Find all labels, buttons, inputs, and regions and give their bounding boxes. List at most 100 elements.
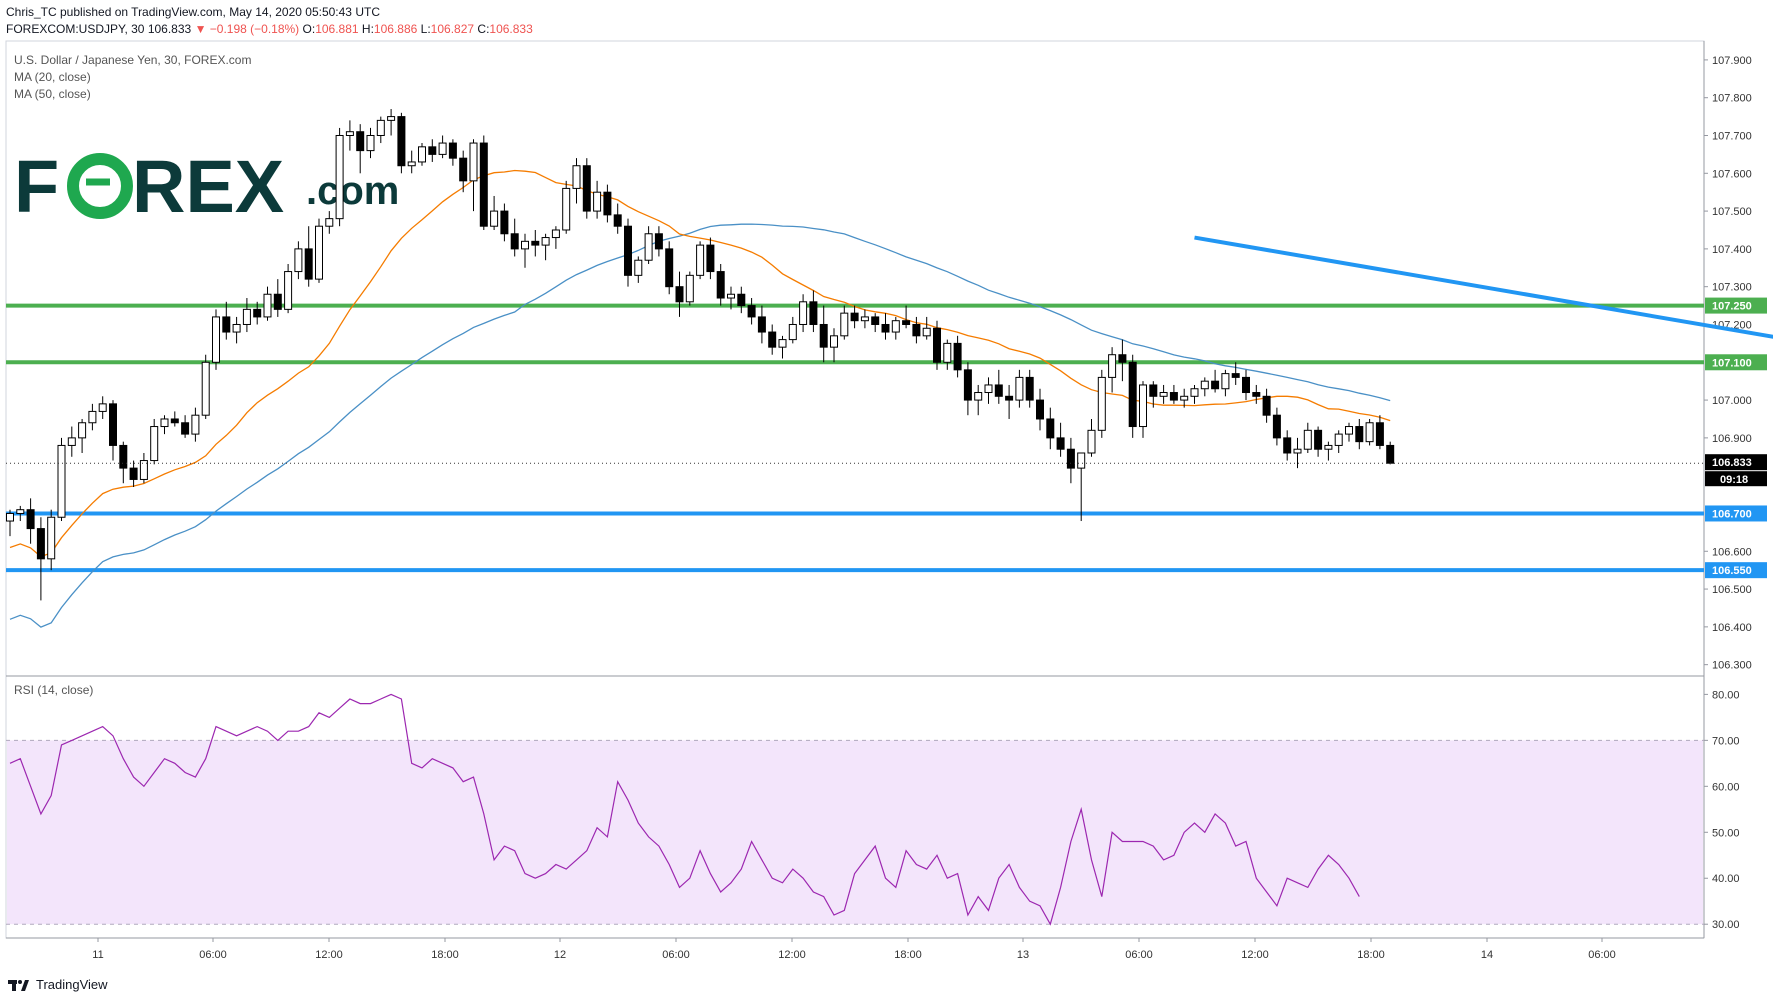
candle-body — [67, 437, 76, 446]
candle-body — [26, 509, 35, 530]
ma20-legend: MA (20, close) — [14, 70, 91, 84]
rsi-tick-label: 50.00 — [1712, 827, 1740, 839]
candle-body — [1242, 376, 1250, 394]
rsi-tick-label: 40.00 — [1712, 873, 1740, 885]
candle-body — [232, 323, 241, 333]
candle-body — [1334, 433, 1343, 446]
candle-body — [212, 316, 220, 363]
candle-body — [304, 248, 313, 280]
high-value: 106.886 — [373, 22, 418, 36]
candle-body — [1303, 429, 1312, 450]
candle-body — [1066, 448, 1075, 469]
candle-body — [222, 316, 231, 333]
candle-body — [933, 327, 941, 363]
level-tag-bg — [1705, 354, 1767, 371]
time-tick-label: 06:00 — [1588, 949, 1616, 961]
candle-body — [850, 312, 859, 322]
rsi-legend: RSI (14, close) — [14, 683, 93, 697]
candle-body — [1056, 437, 1065, 450]
descending-trendline — [1194, 235, 1773, 339]
rsi-tick-label: 80.00 — [1712, 689, 1740, 701]
candle-body — [1200, 380, 1209, 390]
candle-body — [1190, 388, 1199, 397]
candle-body — [902, 320, 911, 325]
price-tick-label: 107.700 — [1712, 130, 1752, 142]
candle-body — [613, 214, 622, 227]
level-tag-text: 107.100 — [1712, 357, 1752, 369]
candle-body — [1139, 384, 1147, 428]
candle-body — [263, 293, 272, 318]
chart-title-legend: U.S. Dollar / Japanese Yen, 30, FOREX.co… — [14, 53, 251, 67]
candle-body — [98, 403, 107, 412]
level-tag-text: 106.700 — [1712, 508, 1752, 520]
candle-body — [253, 308, 262, 318]
price-tick-label: 106.900 — [1712, 433, 1752, 445]
logo-letters-rex: REX — [132, 145, 284, 228]
candle-body — [881, 323, 890, 333]
candle-body — [1159, 392, 1168, 397]
ma20-path — [9, 169, 1391, 558]
candle-body — [129, 467, 138, 480]
logo-o-icon — [67, 153, 133, 219]
candle-body — [953, 342, 962, 371]
candle-body — [963, 369, 972, 401]
close-value: 106.833 — [489, 22, 533, 36]
price-change: ▼ −0.198 (−0.18%) — [194, 22, 300, 36]
candle-body — [1180, 395, 1189, 401]
candle-body — [6, 512, 14, 522]
candle-body — [1355, 426, 1364, 443]
candle-body — [521, 240, 529, 250]
time-tick-label: 18:00 — [431, 949, 459, 961]
high-label: H: — [361, 22, 374, 36]
candle-body — [1262, 395, 1271, 416]
time-tick-label: 06:00 — [662, 949, 690, 961]
rsi-path — [9, 693, 1360, 926]
ma20-line — [9, 169, 1391, 558]
candle-body — [397, 116, 406, 167]
time-tick-label: 12:00 — [315, 949, 343, 961]
rsi-line — [9, 693, 1360, 926]
candle-body — [160, 418, 169, 428]
candle-body — [284, 271, 293, 310]
candle-body — [747, 305, 756, 318]
candle-body — [16, 509, 25, 514]
last-price: 106.833 — [147, 22, 192, 36]
candle-body — [150, 426, 159, 462]
candle-body — [500, 210, 509, 235]
candle-body — [1211, 380, 1220, 390]
candle-body — [345, 131, 354, 136]
candle-body — [1169, 392, 1178, 401]
candle-body — [1077, 452, 1086, 469]
candle-body — [840, 312, 849, 337]
time-tick-label: 13 — [1017, 949, 1029, 961]
close-label: C: — [477, 22, 490, 36]
tradingview-footer[interactable]: TradingView — [8, 977, 108, 992]
candle-body — [1128, 361, 1137, 428]
candle-body — [294, 248, 303, 273]
level-tag-text: 107.250 — [1712, 301, 1752, 313]
candle-body — [315, 225, 323, 280]
candle-body — [1221, 373, 1230, 390]
candle-body — [757, 316, 766, 333]
time-tick-label: 12:00 — [778, 949, 806, 961]
candle-body — [459, 157, 468, 182]
price-tick-label: 107.600 — [1712, 168, 1752, 180]
logo-dotcom: .com — [306, 169, 399, 213]
candle-body — [819, 323, 828, 348]
price-tick-label: 107.000 — [1712, 395, 1752, 407]
candle-body — [1386, 444, 1395, 464]
symbol-ohlc-bar: FOREXCOM:USDJPY, 30 106.833 ▼ −0.198 (−0… — [6, 22, 533, 36]
last-price-tag-bg — [1705, 454, 1767, 471]
candle-body — [479, 142, 488, 227]
candle-body — [624, 225, 632, 276]
ma50-line — [9, 223, 1391, 628]
candle-body — [531, 240, 540, 246]
ma50-legend: MA (50, close) — [14, 87, 91, 101]
tradingview-label: TradingView — [36, 977, 108, 992]
low-label: L: — [420, 22, 431, 36]
candle-body — [582, 165, 591, 212]
time-x-axis: 11 06:00 12:00 18:00 12 06:00 12:00 18:00 13 06:0… — [92, 938, 1616, 961]
candle-body — [1046, 418, 1055, 439]
logo-letter-f: F — [14, 145, 59, 228]
